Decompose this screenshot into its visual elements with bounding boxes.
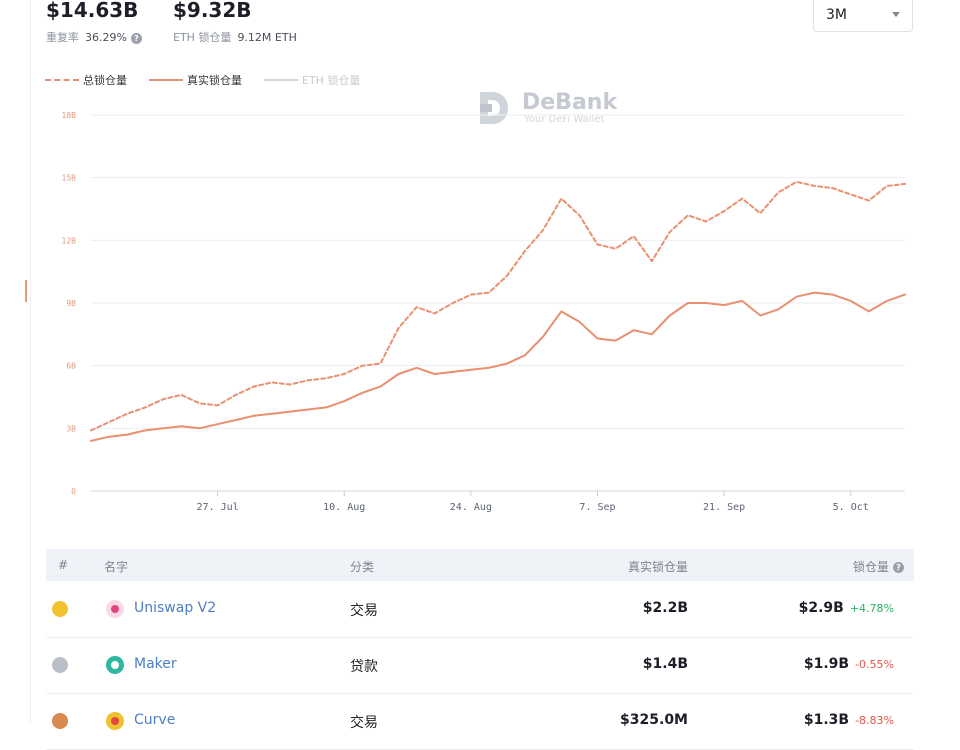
y-tick-label: 9B [66,299,76,308]
protocol-category: 交易 [350,715,378,731]
col-real-locked[interactable]: 真实锁仓量 [627,560,688,574]
series-total-locked [90,180,906,432]
legend-real[interactable]: 真实锁仓量 [149,72,242,88]
total-locked-value: $14.63B [46,0,139,22]
x-tick-label: 5. Oct [833,502,869,513]
eth-locked-label: ETH 锁仓量 [173,31,232,44]
locked-amount: $2.9B [798,600,844,616]
locked-change: -0.55% [855,658,894,671]
locked-value: $1.9B -0.55% [804,656,894,672]
col-name[interactable]: 名字 [104,560,129,574]
eth-locked-amount: 9.12M ETH [237,31,297,44]
col-rank: # [58,558,69,572]
real-locked-value: $1.4B [642,656,688,672]
table-row[interactable]: Curve 交易 $325.0M $1.3B -8.83% [46,693,914,750]
legend-total-label: 总锁仓量 [83,74,127,87]
left-edge-marker [25,280,27,302]
table-header: # 名字 分类 真实锁仓量 锁仓量? [46,549,914,581]
x-tick-label: 10. Aug [323,502,365,513]
chevron-down-icon [892,12,900,17]
chart-series [90,180,906,442]
x-tick-label: 21. Sep [703,502,745,513]
legend-eth[interactable]: ETH 锁仓量 [264,72,360,88]
real-locked-value: $2.2B [642,600,688,616]
chart-grid [91,114,905,429]
eth-locked-usd: $9.32B [173,0,252,22]
locked-amount: $1.3B [803,712,850,728]
protocol-name-link[interactable]: Maker [134,656,177,672]
help-icon[interactable]: ? [893,562,904,573]
y-tick-label: 18B [62,111,77,120]
x-tick-label: 7. Sep [579,502,615,513]
table-row[interactable]: Maker 贷款 $1.4B $1.9B -0.55% [46,637,914,694]
left-divider [30,0,31,724]
time-range-value: 3M [826,7,847,23]
y-tick-label: 0 [71,487,76,496]
protocol-logo-icon [106,600,124,618]
legend-swatch-solid [149,79,183,81]
protocol-name-link[interactable]: Uniswap V2 [134,600,217,616]
x-tick-label: 24. Aug [450,502,492,513]
table-row[interactable]: Uniswap V2 交易 $2.2B $2.9B +4.78% [46,581,914,638]
col-category[interactable]: 分类 [350,560,375,574]
legend-eth-label: ETH 锁仓量 [302,74,361,87]
x-tick-label: 27. Jul [197,502,239,513]
col-locked-label: 锁仓量 [852,560,889,574]
protocol-category: 交易 [350,603,378,619]
rank-medal-icon [52,657,68,673]
y-tick-label: 12B [62,236,77,245]
repeat-rate: 重复率 36.29%? [46,29,142,45]
col-locked[interactable]: 锁仓量? [853,558,904,575]
y-tick-label: 6B [66,362,76,371]
protocol-logo-icon [106,712,124,730]
y-axis: 0 3B 6B 9B 12B 15B 18B [62,111,77,496]
legend-total[interactable]: 总锁仓量 [45,72,127,88]
repeat-rate-label: 重复率 [46,31,79,44]
y-tick-label: 15B [62,174,77,183]
protocol-category: 贷款 [350,659,378,675]
protocol-name-link[interactable]: Curve [134,712,176,728]
rank-medal-icon [52,713,68,729]
watermark-tagline: Your DeFi Wallet [524,114,605,125]
tvl-chart: 0 3B 6B 9B 12B 15B 18B 27. Jul 10. Aug 24. Aug 7.… [62,111,906,513]
legend-swatch-dashed [45,79,79,81]
protocol-logo-icon [106,656,124,674]
eth-locked: ETH 锁仓量 9.12M ETH [173,29,297,45]
repeat-rate-value: 36.29% [85,31,127,44]
locked-amount: $1.9B [803,656,850,672]
series-real-locked [90,291,906,442]
legend-swatch-eth [264,79,298,81]
rank-medal-icon [52,601,68,617]
locked-change: -8.83% [855,714,894,727]
locked-value: $2.9B +4.78% [799,600,894,616]
x-axis: 27. Jul 10. Aug 24. Aug 7. Sep 21. Sep 5. Oct [91,490,905,513]
debank-logo-icon [480,92,508,124]
locked-change: +4.78% [849,602,894,615]
y-tick-label: 3B [66,424,76,433]
time-range-select[interactable]: 3M [813,0,913,32]
watermark-name: DeBank [522,90,618,115]
help-icon[interactable]: ? [130,32,142,44]
locked-value: $1.3B -8.83% [804,712,894,728]
chart-legend: 总锁仓量 真实锁仓量 ETH 锁仓量 [45,72,382,88]
real-locked-value: $325.0M [620,712,688,728]
legend-real-label: 真实锁仓量 [187,74,242,87]
